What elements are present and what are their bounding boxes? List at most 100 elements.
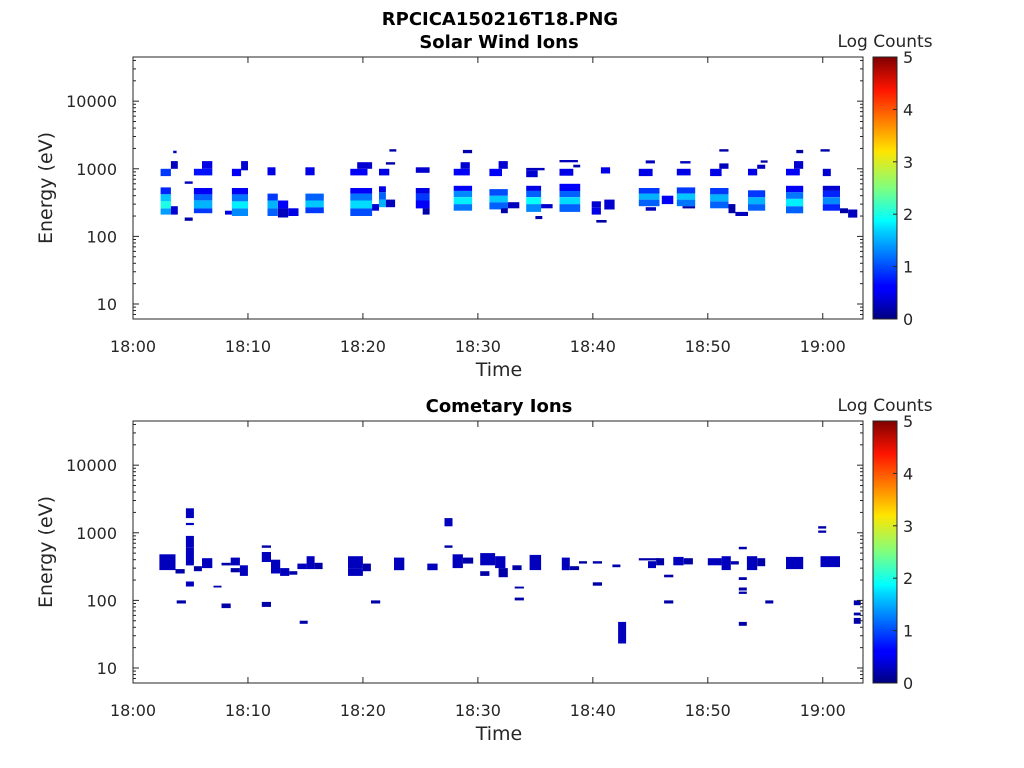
heatmap-cell	[277, 200, 289, 209]
heatmap-cell	[592, 561, 602, 564]
heatmap-cell	[526, 204, 542, 212]
heatmap-cell	[748, 168, 758, 176]
colorbar-tick-label: 1	[903, 258, 913, 277]
heatmap-cell	[526, 185, 542, 191]
colorbar-tick-label: 0	[903, 674, 913, 693]
colorbar-tick-label: 2	[903, 205, 913, 224]
heatmap-cell	[591, 201, 601, 208]
heatmap-cell	[427, 563, 438, 571]
heatmap-cell	[160, 208, 171, 215]
heatmap-cell	[638, 168, 653, 177]
heatmap-cell	[385, 199, 396, 208]
heatmap-cell	[600, 167, 611, 174]
heatmap-cell	[618, 621, 627, 644]
heatmap-cell	[526, 190, 542, 198]
heatmap-cell	[230, 568, 240, 573]
heatmap-cell	[786, 185, 804, 193]
x-tick-label: 18:50	[685, 337, 731, 356]
heatmap-cell	[604, 199, 615, 210]
heatmap-cell	[656, 558, 665, 566]
heatmap-cell	[241, 161, 248, 171]
x-tick-label: 18:10	[225, 701, 271, 720]
heatmap-cell	[385, 162, 396, 165]
heatmap-cell	[786, 168, 800, 176]
colorbar-gradient	[872, 56, 898, 320]
heatmap-cell	[730, 561, 739, 565]
colorbar-tick-label: 4	[903, 100, 913, 119]
heatmap-cell	[673, 556, 684, 566]
heatmap-cell	[596, 220, 607, 223]
heatmap-cell	[350, 188, 373, 194]
heatmap-cell	[710, 201, 729, 209]
heatmap-cell	[559, 190, 581, 198]
colorbar-tick-label: 5	[903, 48, 913, 67]
heatmap-cell	[288, 208, 299, 216]
colorbar-tick-label: 5	[903, 412, 913, 431]
heatmap-cells	[160, 149, 858, 223]
heatmap-cell	[213, 585, 222, 588]
heatmap-cell	[289, 571, 298, 575]
heatmap-cell	[452, 554, 463, 569]
heatmap-cell	[559, 160, 578, 163]
heatmap-cell	[786, 198, 804, 207]
heatmap-cell	[389, 149, 397, 152]
heatmap-cell	[185, 547, 194, 566]
heatmap-cell	[638, 558, 660, 561]
heatmap-cell	[757, 164, 766, 169]
heatmap-cell	[159, 554, 176, 571]
heatmap-cell	[379, 186, 386, 193]
x-tick-label: 18:40	[570, 337, 616, 356]
heatmap-cell	[277, 208, 289, 218]
colorbar-tick-label: 4	[903, 464, 913, 483]
heatmap-cell	[495, 556, 506, 569]
heatmap-cell	[526, 170, 538, 178]
heatmap-cell	[267, 167, 276, 176]
heatmap-cell	[175, 569, 185, 574]
axes-box	[132, 56, 864, 320]
heatmap-cell	[422, 208, 430, 215]
heatmap-cell	[185, 535, 194, 548]
heatmap-cell	[489, 195, 508, 203]
heatmap-cell	[348, 568, 363, 576]
y-tick-label: 10	[97, 659, 117, 678]
heatmap-cell	[573, 164, 581, 168]
heatmap-cell	[415, 193, 430, 201]
x-tick-label: 18:40	[570, 701, 616, 720]
heatmap-cell	[306, 556, 315, 570]
heatmap-cell	[676, 168, 691, 176]
heatmap-cell	[453, 168, 470, 176]
heatmap-cell	[267, 200, 278, 209]
heatmap-cell	[460, 162, 470, 169]
heatmap-cell	[462, 557, 474, 564]
heatmap-cell	[394, 557, 405, 571]
heatmap-cell	[853, 612, 861, 616]
heatmap-cell	[526, 167, 545, 171]
heatmap-cell	[453, 197, 473, 205]
heatmap-cell	[512, 565, 522, 571]
heatmap-cell	[221, 562, 231, 566]
heatmap-cell	[498, 568, 508, 578]
x-tick-label: 18:00	[110, 701, 156, 720]
heatmap-cell	[202, 558, 213, 569]
heatmap-cell	[231, 201, 248, 209]
heatmap-cell	[559, 197, 581, 205]
heatmap-cell	[280, 568, 290, 576]
heatmap-cell	[638, 188, 660, 194]
heatmap-cell	[372, 204, 379, 211]
heatmap-cell	[379, 168, 390, 176]
heatmap-cell	[185, 581, 194, 587]
heatmap-cell	[579, 561, 587, 564]
heatmap-cell	[683, 558, 693, 565]
heatmap-cell	[415, 200, 430, 209]
heatmap-cell	[193, 168, 213, 176]
heatmap-cell	[541, 204, 553, 209]
heatmap-cell	[453, 185, 473, 191]
heatmap-cell	[707, 558, 722, 566]
x-axis-label: Time	[475, 359, 523, 381]
heatmap-cell	[746, 556, 758, 571]
heatmap-cell	[305, 207, 324, 214]
x-tick-label: 18:50	[685, 701, 731, 720]
colorbar-tick-label: 3	[903, 153, 913, 172]
heatmap-cell	[638, 193, 660, 200]
